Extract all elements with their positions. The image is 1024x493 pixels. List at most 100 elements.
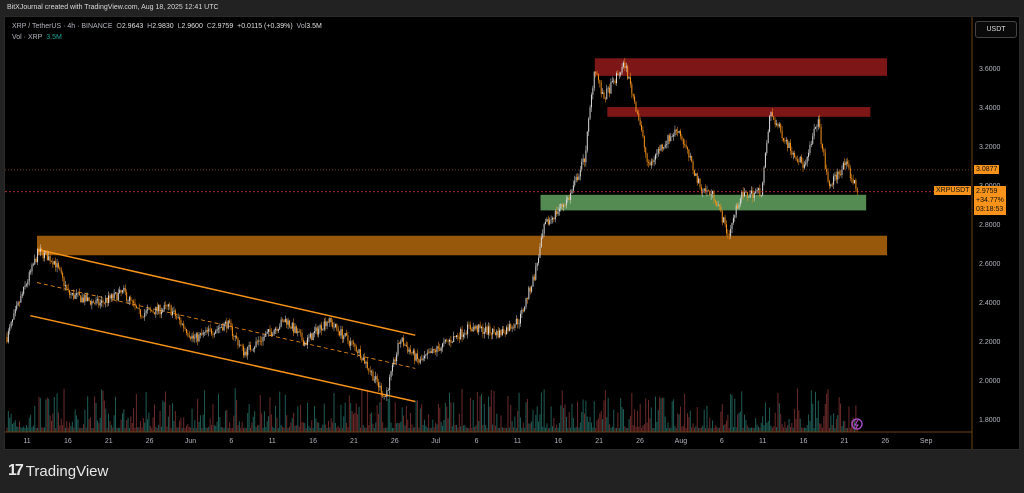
candle [128, 297, 130, 301]
candle [618, 74, 620, 76]
candle [639, 119, 641, 126]
volume-bar [231, 427, 233, 432]
candle [323, 321, 325, 330]
volume-bar [718, 427, 720, 432]
volume-bar [449, 392, 451, 432]
volume-legend[interactable]: Vol · XRP 3.5M [12, 34, 62, 41]
zone-rect[interactable] [37, 235, 888, 256]
volume-bar [185, 425, 187, 432]
volume-bar [179, 420, 181, 432]
candle [70, 294, 72, 296]
candle [220, 327, 222, 328]
candle [10, 322, 12, 327]
volume-bar [628, 419, 630, 432]
candle [673, 135, 675, 137]
volume-bar [318, 422, 320, 432]
channel-upper-line[interactable] [36, 248, 416, 336]
candle [187, 333, 189, 336]
channel-mid-line[interactable] [36, 282, 416, 369]
candle [124, 287, 126, 293]
candle [563, 205, 565, 207]
candle [437, 346, 439, 349]
volume-bar [202, 414, 204, 432]
candle [667, 135, 669, 145]
volume-bar [801, 427, 803, 432]
channel-lower-line[interactable] [30, 314, 416, 403]
candle [508, 324, 510, 331]
candle [435, 350, 437, 353]
volume-bar [508, 427, 510, 432]
volume-bar [258, 425, 260, 432]
time-tick: 26 [145, 438, 154, 445]
volume-bar [127, 418, 129, 432]
volume-bar [588, 421, 590, 432]
volume-bar [322, 424, 324, 432]
price-tick: 2.0000 [979, 378, 1001, 385]
volume-bar [407, 419, 409, 432]
candle [730, 229, 732, 236]
candle [343, 336, 345, 339]
candle [577, 177, 579, 180]
volume-bar [702, 425, 704, 432]
candle [590, 94, 592, 108]
volume-bar [108, 413, 110, 432]
volume-bar [570, 427, 572, 432]
tradingview-logo[interactable]: 17 TradingView [8, 462, 109, 480]
volume-bar [670, 427, 672, 432]
candle [678, 130, 680, 133]
candle [113, 292, 115, 299]
candle [152, 311, 154, 313]
volume-bar [604, 390, 606, 432]
candle [852, 179, 854, 184]
chart-frame[interactable] [4, 16, 1020, 450]
volume-bar [71, 421, 73, 432]
candle [558, 208, 560, 212]
candle [479, 324, 481, 329]
symbol-info[interactable]: XRP / TetherUS · 4h · BINANCE [12, 23, 113, 30]
candle [284, 318, 286, 323]
volume-bar [326, 427, 328, 432]
candle [98, 299, 100, 306]
candle [386, 390, 388, 397]
volume-bar [526, 399, 528, 432]
volume-bar [432, 419, 434, 432]
volume-bar [531, 421, 533, 432]
candle [535, 266, 537, 280]
zone-rect[interactable] [594, 58, 888, 76]
volume-bar [346, 422, 348, 432]
candle [774, 120, 776, 125]
volume-bar [468, 428, 470, 432]
volume-bar [17, 426, 19, 432]
candle [666, 144, 668, 145]
candle [245, 351, 247, 356]
volume-bar [262, 427, 264, 432]
volume-bar [819, 423, 821, 432]
volume-bar [32, 425, 34, 432]
candle [551, 218, 553, 220]
candle [724, 217, 726, 225]
candle [695, 173, 697, 176]
candle [25, 284, 27, 286]
volume-bar [184, 427, 186, 432]
zone-rect[interactable] [540, 194, 867, 211]
zone-rect[interactable] [607, 107, 871, 117]
candle [783, 137, 785, 141]
volume-bar [158, 424, 160, 432]
candle [526, 298, 528, 300]
candle [467, 324, 469, 335]
price-tick: 3.4000 [979, 105, 1001, 112]
volume-bar [821, 427, 823, 432]
volume-bar [609, 424, 611, 432]
candle [769, 116, 771, 132]
timer-icon[interactable] [851, 418, 863, 430]
currency-button[interactable]: USDT [975, 21, 1017, 38]
candle [39, 248, 41, 252]
candle [149, 308, 151, 311]
candle [426, 352, 428, 355]
candle [700, 187, 702, 193]
candle [32, 264, 34, 265]
volume-bar [433, 427, 435, 432]
candle [691, 156, 693, 162]
volume-bar [557, 427, 559, 432]
